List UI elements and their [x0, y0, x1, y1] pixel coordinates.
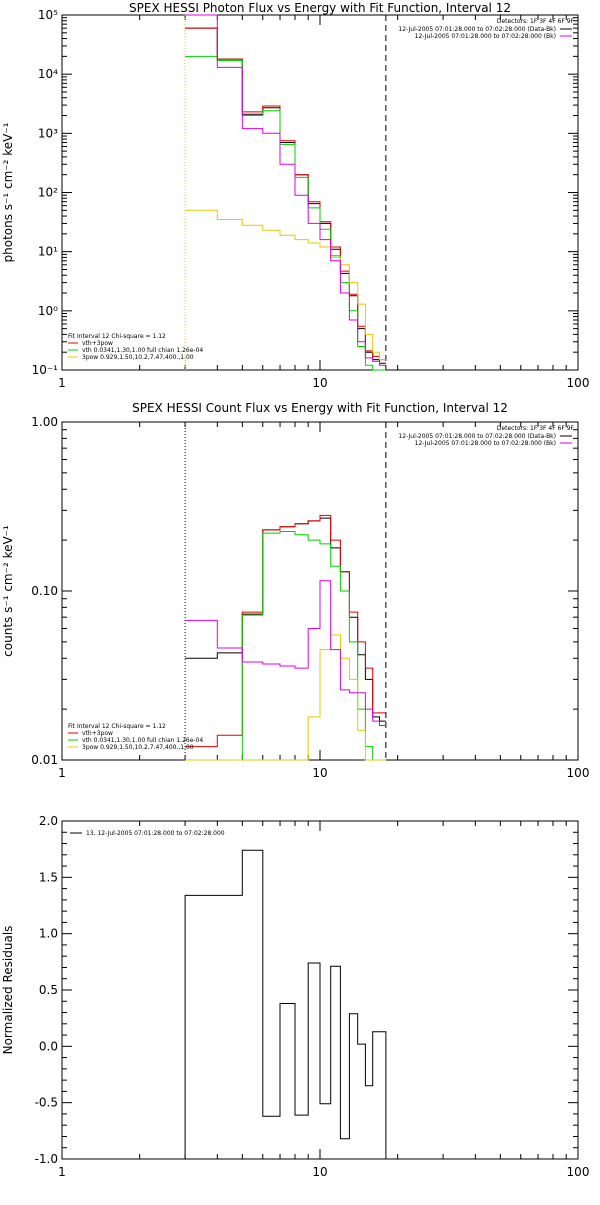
x-tick-label: 100: [567, 766, 590, 780]
chart-title: SPEX HESSI Count Flux vs Energy with Fit…: [132, 401, 508, 415]
x-tick-label: 100: [567, 1165, 590, 1179]
legend-detectors: Detectors: 1F 3F 4F 6F 9F: [497, 425, 575, 432]
series-5-step-line: [185, 580, 386, 726]
series-1-step-line: [185, 27, 386, 364]
y-tick-label: 10¹: [38, 245, 58, 259]
x-tick-label: 1: [58, 1165, 66, 1179]
series-5-step-line: [185, 14, 386, 366]
y-tick-label: 0.10: [31, 584, 58, 598]
y-tick-label: 1.5: [39, 870, 58, 884]
series-1-step-line: [185, 517, 386, 722]
y-tick-label: 10⁻¹: [32, 363, 59, 377]
series-4-step-line: [185, 209, 386, 361]
y-tick-label: -0.5: [35, 1096, 58, 1110]
series-2-step-line: [185, 514, 386, 748]
x-tick-label: 1: [58, 766, 66, 780]
chart-title: SPEX HESSI Photon Flux vs Energy with Fi…: [129, 1, 511, 15]
y-tick-label: -1.0: [35, 1152, 58, 1166]
plot-frame: [61, 14, 579, 371]
y-tick-label: 10⁴: [38, 67, 58, 81]
series-4-step-line: [185, 634, 386, 761]
legend-entry: vth 0.0341,1.30,1.00 full chian 1.26e-04: [82, 347, 203, 354]
legend-entry: 3pow 0.929,1.50,10.2,7.47,400.,1.00: [82, 744, 194, 751]
legend-time-range: 12-Jul-2005 07:01:28.000 to 07:02:28.000…: [398, 26, 556, 33]
legend-time-range: 12-Jul-2005 07:01:28.000 to 07:02:28.000…: [415, 440, 556, 447]
legend-detectors: Detectors: 1F 3F 4F 6F 9F: [497, 18, 575, 25]
y-axis-label: counts s⁻¹ cm⁻² keV⁻¹: [1, 525, 15, 657]
series-1-step-line: [184, 849, 387, 1159]
y-tick-label: 10³: [38, 126, 58, 140]
legend-entry: vth+3pow: [82, 340, 113, 347]
y-tick-label: 2.0: [39, 814, 58, 828]
y-tick-label: 1.00: [31, 415, 58, 429]
series-3-step-line: [185, 531, 386, 761]
x-tick-label: 1: [58, 376, 66, 390]
y-tick-label: 10²: [38, 186, 58, 200]
y-tick-label: 0.0: [39, 1039, 58, 1053]
y-tick-label: 0.5: [39, 983, 58, 997]
chart-panel-1: SPEX HESSI Photon Flux vs Energy with Fi…: [1, 1, 589, 390]
x-tick-label: 10: [312, 1165, 327, 1179]
series-3-step-line: [185, 55, 386, 371]
x-tick-label: 10: [312, 766, 327, 780]
series-2-step-line: [185, 27, 386, 361]
legend-entry: vth 0.0341,1.30,1.00 full chian 1.26e-04: [82, 737, 203, 744]
legend-entry: 3pow 0.929,1.50,10.2,7.47,400.,1.00: [82, 354, 194, 361]
legend-time-range: 12-Jul-2005 07:01:28.000 to 07:02:28.000…: [398, 433, 556, 440]
y-tick-label: 1.0: [39, 927, 58, 941]
x-tick-label: 10: [312, 376, 327, 390]
legend-entry: Fit Interval 12 Chi-square = 1.12: [68, 723, 166, 730]
y-axis-label: photons s⁻¹ cm⁻² keV⁻¹: [1, 122, 15, 262]
y-tick-label: 10⁵: [38, 8, 58, 22]
legend-entry: 13, 12-Jul-2005 07:01:28.000 to 07:02:28…: [86, 830, 225, 837]
y-axis-label: Normalized Residuals: [1, 926, 15, 1055]
chart-panel-2: SPEX HESSI Count Flux vs Energy with Fit…: [1, 401, 589, 780]
legend-entry: Fit Interval 12 Chi-square = 1.12: [68, 333, 166, 340]
y-tick-label: 10⁰: [38, 304, 58, 318]
legend-entry: vth+3pow: [82, 730, 113, 737]
legend-time-range: 12-Jul-2005 07:01:28.000 to 07:02:28.000…: [415, 33, 556, 40]
chart-panel-3: 1 10 100 -1.0 -0.5 0.0 0.5 1.0 1.5 2.0 Normalized …: [1, 814, 589, 1179]
x-tick-label: 100: [567, 376, 590, 390]
y-tick-label: 0.01: [31, 753, 58, 767]
